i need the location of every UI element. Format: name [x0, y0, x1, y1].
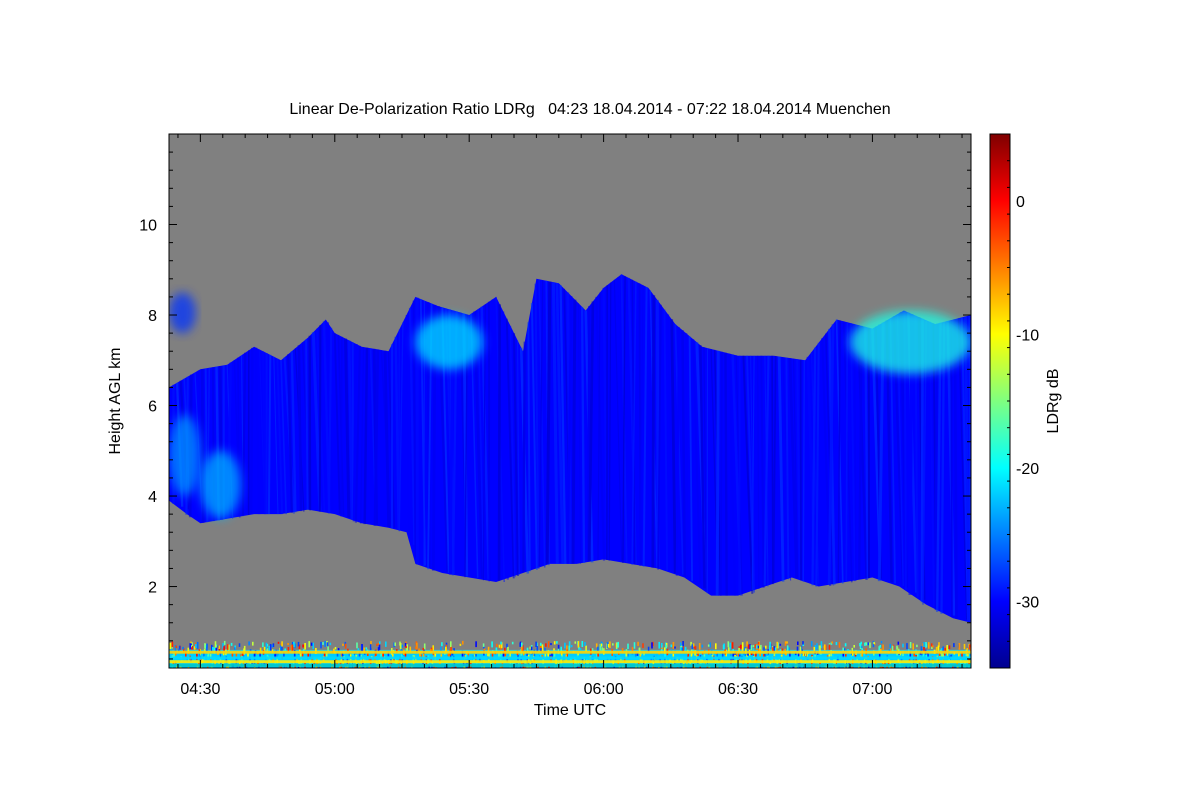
plot-area	[168, 133, 972, 669]
enhanced-ldr-region	[850, 310, 971, 374]
y-axis-label: Height AGL km	[107, 347, 124, 454]
x-tick-label: 07:00	[852, 681, 892, 698]
enhanced-ldr-region	[169, 414, 201, 496]
colorbar-tick-label: -30	[1016, 594, 1039, 611]
x-tick-label: 05:30	[449, 681, 489, 698]
x-tick-label: 05:00	[315, 681, 355, 698]
y-tick-label: 10	[139, 218, 157, 235]
x-tick-label: 04:30	[180, 681, 220, 698]
chart-title: Linear De-Polarization Ratio LDRg 04:23 …	[289, 101, 890, 118]
x-axis: 04:30 05:00 05:30 06:00 06:30 07:00	[177, 134, 963, 698]
y-tick-label: 4	[148, 489, 157, 506]
x-axis-label: Time UTC	[534, 702, 606, 719]
y-tick-label: 8	[148, 308, 157, 325]
enhanced-ldr-region	[415, 315, 483, 370]
y-tick-label: 2	[148, 580, 157, 597]
boundary-layer-band	[169, 663, 971, 667]
y-tick-label: 6	[148, 399, 157, 416]
boundary-layer-band	[169, 656, 971, 660]
colorbar-tick-label: -10	[1016, 327, 1039, 344]
x-tick-label: 06:00	[584, 681, 624, 698]
colorbar: 0 -10 -20 -30 LDRg dB	[989, 133, 1062, 669]
colorbar-tick-label: 0	[1016, 194, 1025, 211]
fall-streaks	[172, 274, 971, 623]
boundary-layer-band	[169, 660, 971, 664]
y-axis: 2 4 6 8 10	[139, 151, 971, 660]
colorbar-label: LDRg dB	[1045, 369, 1062, 434]
enhanced-ldr-region	[200, 450, 241, 519]
plot-frame	[168, 133, 972, 669]
colorbar-tick-label: -20	[1016, 461, 1039, 478]
enhanced-ldr-region	[169, 292, 196, 334]
boundary-layer-band	[169, 650, 971, 654]
x-tick-label: 06:30	[718, 681, 758, 698]
